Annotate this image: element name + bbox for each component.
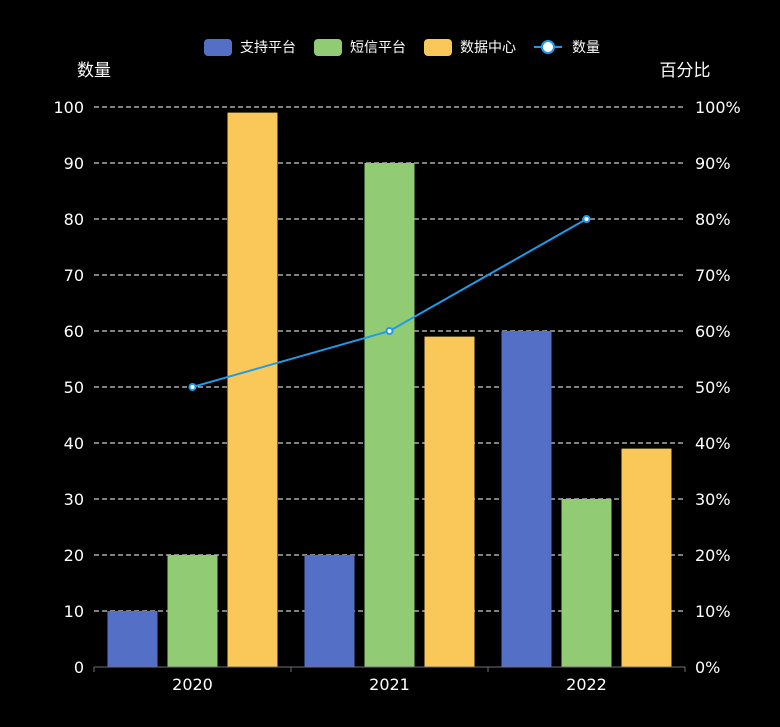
bar: [561, 499, 612, 667]
y-tick-label: 100: [53, 98, 84, 117]
bar: [167, 555, 218, 667]
y-tick-label: 30: [64, 490, 84, 509]
y-tick-label: 70: [64, 266, 84, 285]
bar: [501, 331, 552, 667]
bar: [424, 336, 475, 667]
line-point: [582, 215, 591, 223]
legend-label: 支持平台: [240, 40, 296, 56]
y-right-tick-label: 50%: [695, 378, 731, 397]
legend-label: 数据中心: [460, 40, 516, 56]
line-point: [188, 383, 197, 391]
legend-label: 短信平台: [350, 40, 406, 56]
legend-swatch: [204, 39, 232, 56]
y-right-tick-label: 80%: [695, 210, 731, 229]
line-series: [188, 215, 591, 391]
legend: 支持平台 短信平台 数据中心 数量: [204, 39, 600, 56]
bar: [621, 448, 672, 667]
y-right-tick-label: 60%: [695, 322, 731, 341]
legend-swatch: [314, 39, 342, 56]
y-right-tick-label: 100%: [695, 98, 741, 117]
y-right-tick-label: 30%: [695, 490, 731, 509]
left-axis-title: 数量: [77, 61, 111, 81]
bar: [364, 163, 415, 667]
y-tick-label: 60: [64, 322, 84, 341]
y-tick-label: 90: [64, 154, 84, 173]
y-right-tick-label: 10%: [695, 602, 731, 621]
legend-label: 数量: [572, 40, 600, 56]
bar: [227, 112, 278, 668]
x-tick-label: 2022: [566, 675, 607, 694]
y-tick-label: 0: [74, 658, 84, 677]
bar: [304, 555, 355, 667]
y-right-tick-label: 70%: [695, 266, 731, 285]
y-tick-label: 50: [64, 378, 84, 397]
y-tick-label: 40: [64, 434, 84, 453]
y-tick-label: 80: [64, 210, 84, 229]
x-tick-label: 2020: [172, 675, 213, 694]
y-right-tick-label: 20%: [695, 546, 731, 565]
line-point: [385, 327, 394, 335]
legend-swatch: [424, 39, 452, 56]
right-axis-title: 百分比: [660, 61, 711, 81]
y-right-tick-label: 90%: [695, 154, 731, 173]
axes: 0 0% 10 10% 20 20% 30 30% 40 40% 50 50% 60 60% 70 70% 80…: [53, 98, 740, 694]
legend-marker: [541, 40, 555, 54]
y-tick-label: 10: [64, 602, 84, 621]
x-tick-label: 2021: [369, 675, 410, 694]
y-tick-label: 20: [64, 546, 84, 565]
y-right-tick-label: 0%: [695, 658, 720, 677]
bars: [107, 112, 672, 668]
bar: [107, 611, 158, 667]
y-right-tick-label: 40%: [695, 434, 731, 453]
